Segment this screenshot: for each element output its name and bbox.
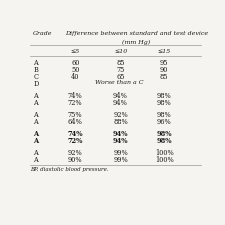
- Text: A: A: [33, 111, 38, 119]
- Text: A: A: [33, 130, 38, 138]
- Text: 98%: 98%: [157, 99, 171, 107]
- Text: 72%: 72%: [68, 99, 83, 107]
- Text: 94%: 94%: [113, 137, 128, 145]
- Text: 94%: 94%: [113, 130, 128, 138]
- Text: 64%: 64%: [68, 118, 83, 126]
- Text: 98%: 98%: [157, 111, 171, 119]
- Text: 72%: 72%: [68, 137, 83, 145]
- Text: 100%: 100%: [155, 149, 173, 157]
- Text: ≤10: ≤10: [114, 49, 127, 54]
- Text: A: A: [33, 156, 38, 164]
- Text: 40: 40: [71, 73, 79, 81]
- Text: 90%: 90%: [68, 156, 83, 164]
- Text: 88%: 88%: [113, 118, 128, 126]
- Text: ≤5: ≤5: [71, 49, 80, 54]
- Text: Grade: Grade: [33, 31, 53, 36]
- Text: A: A: [33, 137, 38, 145]
- Text: 99%: 99%: [113, 156, 128, 164]
- Text: D: D: [33, 80, 39, 88]
- Text: Worse than a C: Worse than a C: [95, 80, 144, 85]
- Text: BP, diastolic blood pressure.: BP, diastolic blood pressure.: [30, 167, 108, 172]
- Text: 60: 60: [71, 58, 79, 67]
- Text: 98%: 98%: [157, 92, 171, 100]
- Text: 85: 85: [116, 58, 125, 67]
- Text: 75%: 75%: [68, 111, 83, 119]
- Text: 74%: 74%: [68, 130, 83, 138]
- Text: A: A: [33, 149, 38, 157]
- Text: A: A: [33, 92, 38, 100]
- Text: B: B: [33, 66, 38, 74]
- Text: 50: 50: [71, 66, 79, 74]
- Text: C: C: [33, 73, 38, 81]
- Text: 100%: 100%: [155, 156, 173, 164]
- Text: 98%: 98%: [156, 137, 172, 145]
- Text: 65: 65: [116, 73, 125, 81]
- Text: (mm Hg): (mm Hg): [122, 40, 150, 45]
- Text: 74%: 74%: [68, 92, 83, 100]
- Text: 94%: 94%: [113, 99, 128, 107]
- Text: 92%: 92%: [68, 149, 83, 157]
- Text: 85: 85: [160, 73, 168, 81]
- Text: 94%: 94%: [113, 92, 128, 100]
- Text: A: A: [33, 58, 38, 67]
- Text: 95: 95: [160, 58, 168, 67]
- Text: 75: 75: [116, 66, 125, 74]
- Text: 98%: 98%: [156, 130, 172, 138]
- Text: 99%: 99%: [113, 149, 128, 157]
- Text: A: A: [33, 99, 38, 107]
- Text: 92%: 92%: [113, 111, 128, 119]
- Text: Difference between standard and test device: Difference between standard and test dev…: [65, 31, 208, 36]
- Text: 90: 90: [160, 66, 168, 74]
- Text: 96%: 96%: [157, 118, 171, 126]
- Text: A: A: [33, 118, 38, 126]
- Text: ≤15: ≤15: [158, 49, 171, 54]
